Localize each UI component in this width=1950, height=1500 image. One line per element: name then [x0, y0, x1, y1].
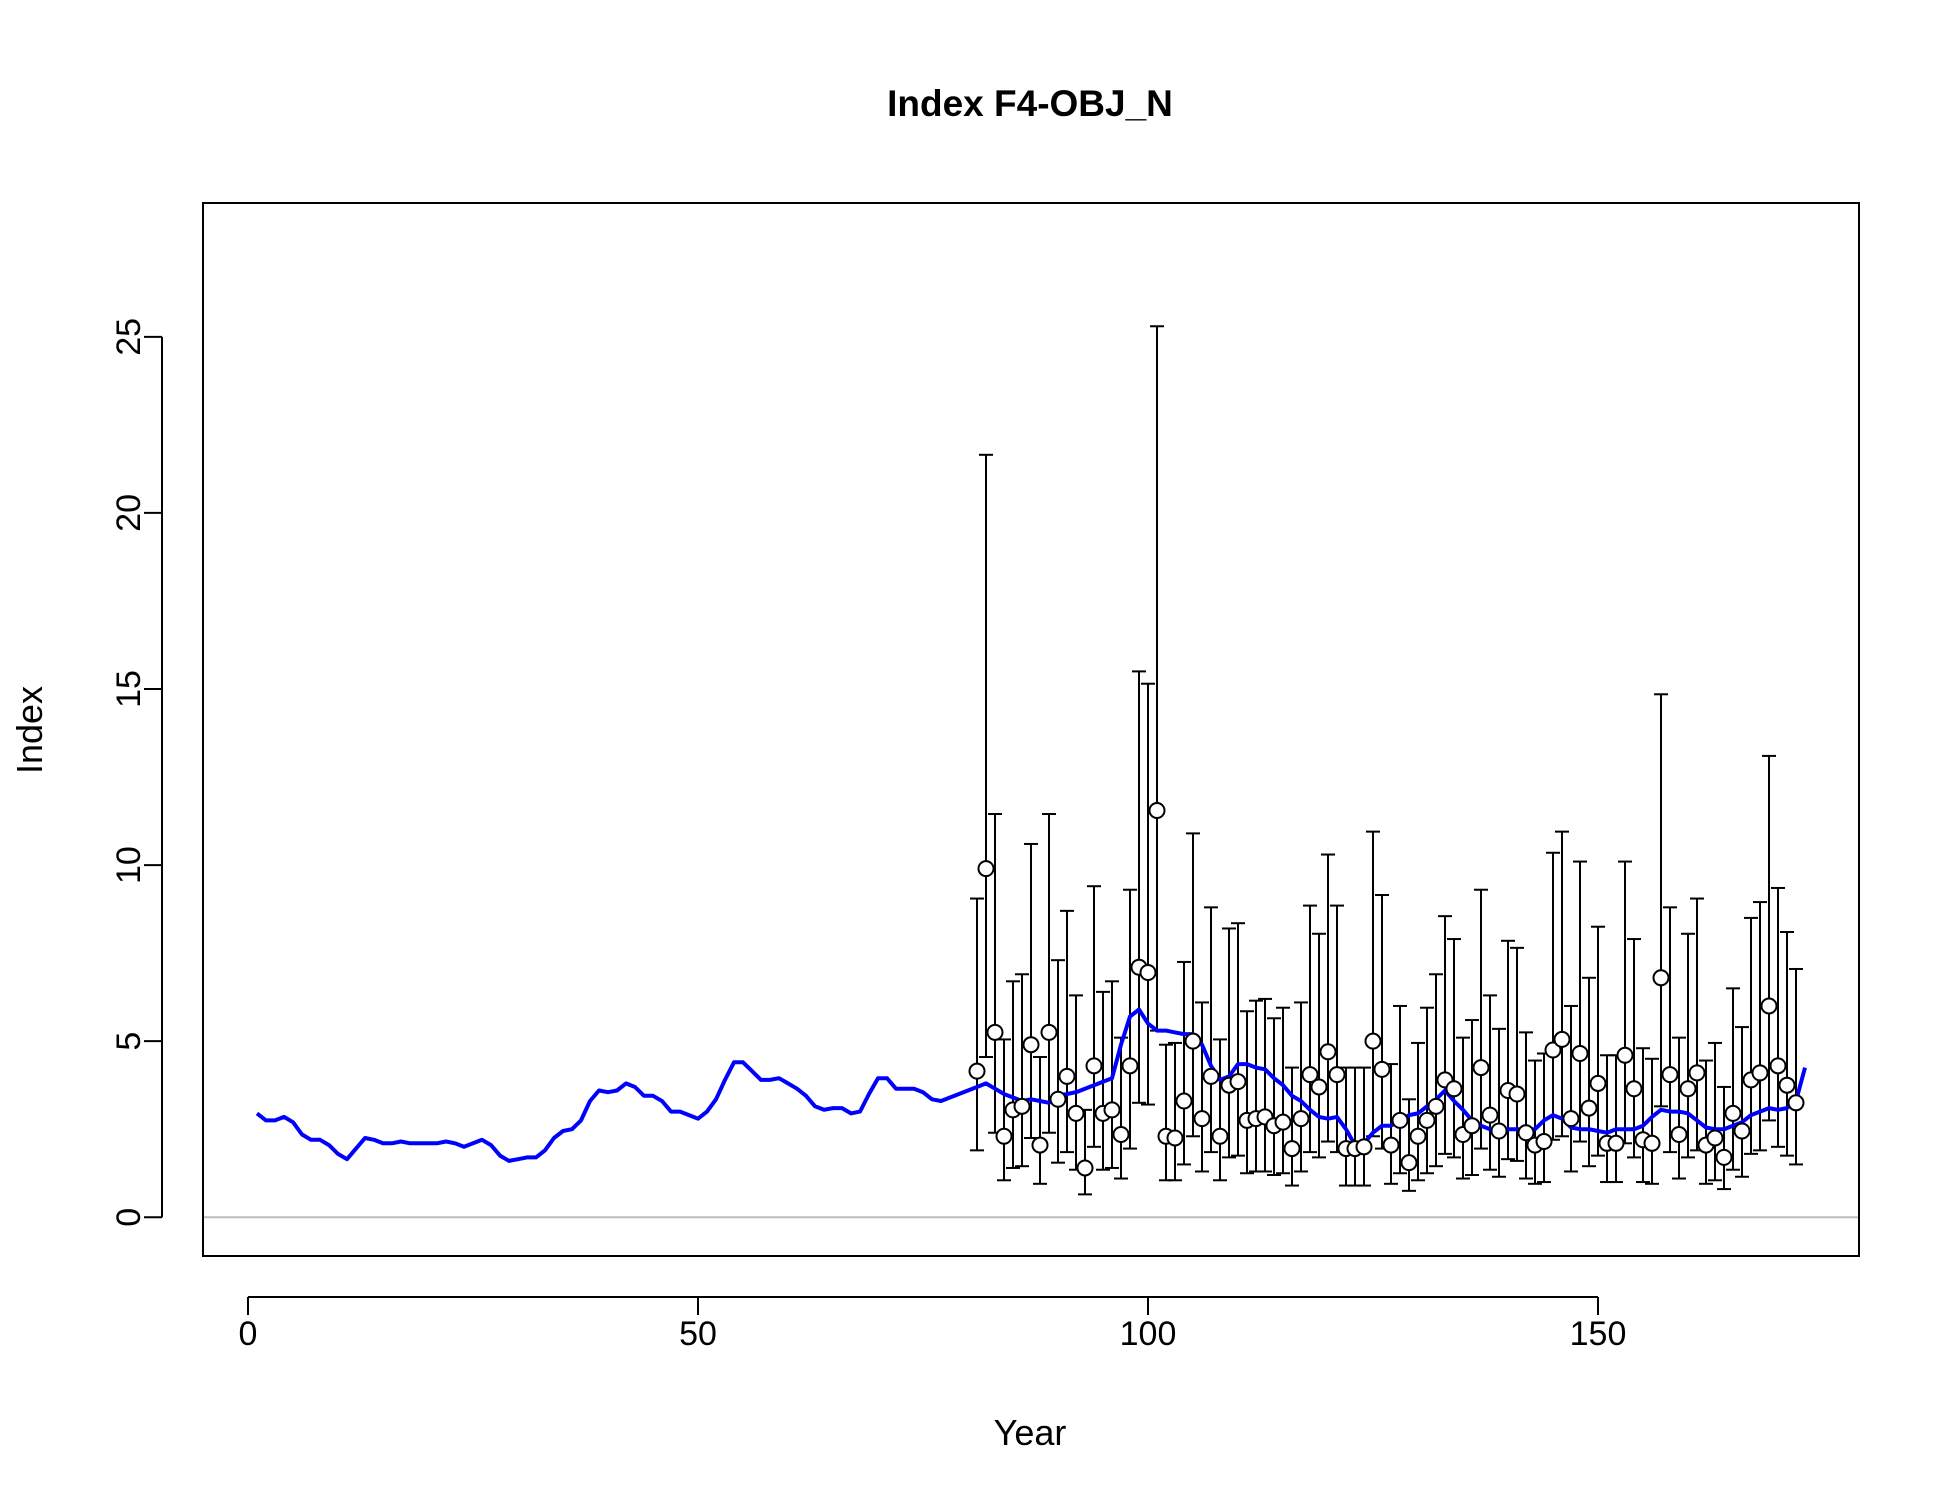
y-tick-label: 5	[110, 1032, 148, 1051]
observed-point	[1544, 1041, 1562, 1059]
observed-point	[1427, 1097, 1445, 1115]
observed-point	[1715, 1148, 1733, 1166]
observed-point	[1724, 1104, 1742, 1122]
observed-point	[1607, 1134, 1625, 1152]
x-axis-label: Year	[994, 1412, 1067, 1453]
observed-point	[1085, 1057, 1103, 1075]
plot-frame	[202, 202, 1860, 1257]
observed-point	[1670, 1126, 1688, 1143]
observed-point	[1661, 1066, 1679, 1084]
observed-point	[1040, 1023, 1058, 1041]
observed-point	[1463, 1117, 1481, 1135]
observed-point	[1778, 1076, 1796, 1094]
observed-point	[1274, 1113, 1292, 1131]
y-tick-label: 0	[110, 1208, 148, 1227]
observed-point	[1166, 1129, 1184, 1147]
observed-point	[1301, 1066, 1319, 1084]
observed-point	[1184, 1032, 1202, 1050]
x-tick-label: 0	[239, 1315, 258, 1353]
observed-point	[1769, 1057, 1787, 1075]
observed-point	[1391, 1111, 1409, 1129]
observed-point	[1328, 1066, 1346, 1084]
observed-point	[986, 1023, 1004, 1041]
observed-point	[1571, 1045, 1589, 1062]
fit-line	[255, 1007, 1807, 1163]
observed-point	[1517, 1124, 1535, 1142]
observed-point	[1058, 1067, 1076, 1085]
observed-point	[1283, 1140, 1301, 1158]
observed-point	[1679, 1080, 1697, 1098]
observed-point	[1319, 1043, 1337, 1061]
observed-point	[1733, 1122, 1751, 1140]
observed-point	[1706, 1129, 1724, 1147]
observed-point-layer	[968, 802, 1805, 1177]
observed-point	[1553, 1030, 1571, 1048]
observed-point	[1751, 1064, 1769, 1082]
observed-point	[1211, 1127, 1229, 1145]
observed-point	[1022, 1036, 1040, 1054]
x-tick-label: 150	[1570, 1315, 1627, 1353]
observed-point	[1535, 1133, 1553, 1151]
observed-point	[1121, 1057, 1139, 1075]
y-tick-label: 25	[110, 318, 148, 356]
observed-point	[1382, 1136, 1400, 1154]
observed-point	[1355, 1138, 1373, 1156]
observed-point	[1139, 964, 1157, 981]
axes-layer: 0 50 100 150 0 5 10 15 20 25	[110, 318, 1626, 1353]
observed-point	[995, 1127, 1013, 1145]
observed-point	[1580, 1099, 1598, 1117]
observed-point	[1490, 1122, 1508, 1140]
observed-point	[1049, 1090, 1067, 1108]
observed-point	[1112, 1126, 1130, 1143]
observed-point	[1625, 1080, 1643, 1098]
observed-point	[977, 860, 995, 878]
observed-point	[1148, 802, 1166, 819]
observed-point	[1373, 1060, 1391, 1078]
observed-point	[1175, 1092, 1193, 1110]
observed-point	[1760, 997, 1778, 1015]
observed-point	[1013, 1097, 1031, 1115]
observed-point	[1310, 1078, 1328, 1096]
observed-point	[968, 1062, 986, 1080]
fit-line-layer	[255, 1007, 1807, 1163]
observed-point	[1418, 1111, 1436, 1129]
observed-point	[1229, 1073, 1247, 1091]
observed-point	[1481, 1106, 1499, 1124]
observed-point	[1643, 1134, 1661, 1152]
observed-point	[1472, 1059, 1490, 1077]
observed-point	[1562, 1110, 1580, 1128]
y-tick-label: 15	[110, 670, 148, 708]
observed-point	[1409, 1127, 1427, 1145]
observed-point	[1400, 1154, 1418, 1172]
observed-point	[1688, 1064, 1706, 1082]
observed-point	[1292, 1110, 1310, 1128]
y-axis-label: Index	[9, 686, 50, 774]
x-tick-label: 50	[679, 1315, 717, 1353]
y-tick-label: 10	[110, 846, 148, 884]
observed-point	[1031, 1136, 1049, 1154]
observed-point	[1652, 969, 1670, 987]
observed-point	[1787, 1094, 1805, 1112]
y-tick-label: 20	[110, 494, 148, 532]
observed-point	[1508, 1085, 1526, 1103]
observed-point	[1193, 1110, 1211, 1128]
observed-point	[1067, 1104, 1085, 1122]
observed-point	[1445, 1080, 1463, 1098]
observed-point	[1076, 1159, 1094, 1177]
chart-title: Index F4-OBJ_N	[887, 83, 1173, 124]
observed-point	[1616, 1046, 1634, 1064]
observed-point	[1103, 1101, 1121, 1119]
observed-point	[1589, 1074, 1607, 1092]
x-tick-label: 100	[1120, 1315, 1177, 1353]
observed-point	[1364, 1032, 1382, 1050]
observed-point	[1202, 1067, 1220, 1085]
